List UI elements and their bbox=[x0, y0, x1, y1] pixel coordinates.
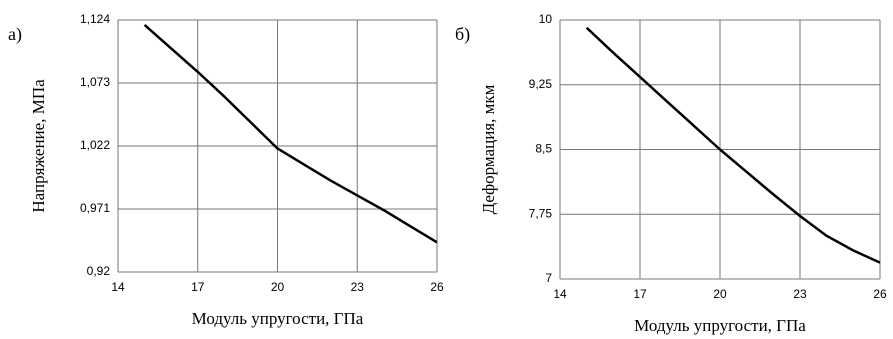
x-axis-title: Модуль упругости, ГПа bbox=[634, 316, 806, 335]
y-axis-title: Напряжение, МПа bbox=[29, 79, 48, 213]
x-tick-label: 26 bbox=[430, 280, 444, 294]
x-tick-label: 23 bbox=[351, 280, 365, 294]
x-axis-title: Модуль упругости, ГПа bbox=[192, 309, 364, 328]
x-tick-label: 20 bbox=[713, 287, 727, 301]
x-tick-label: 23 bbox=[793, 287, 807, 301]
x-tick-label: 14 bbox=[111, 280, 125, 294]
y-tick-label: 1,124 bbox=[80, 12, 110, 26]
x-tick-label: 17 bbox=[633, 287, 647, 301]
y-axis-title: Деформация, мкм bbox=[479, 84, 498, 214]
chart: б) 7 7,75 8,5 9,25 10 14 17 20 23 26 Модуль упругос… bbox=[455, 12, 887, 335]
y-tick-label: 1,022 bbox=[80, 138, 110, 152]
y-tick-label: 7,75 bbox=[529, 206, 553, 220]
line-series bbox=[143, 24, 438, 244]
y-tick-label: 7 bbox=[545, 271, 552, 285]
y-tick-label: 0,971 bbox=[80, 201, 110, 215]
panel-label: а) bbox=[8, 24, 22, 45]
y-tick-label: 0,92 bbox=[87, 264, 111, 278]
x-tick-label: 14 bbox=[553, 287, 567, 301]
x-tick-label: 17 bbox=[191, 280, 205, 294]
line-series bbox=[585, 26, 881, 264]
chart: а) 0,92 0,971 1,022 1,073 1,124 14 17 20 23 26 Моду… bbox=[8, 12, 444, 328]
x-tick-label: 20 bbox=[271, 280, 285, 294]
y-tick-label: 10 bbox=[539, 12, 553, 26]
x-tick-label: 26 bbox=[873, 287, 887, 301]
y-tick-label: 1,073 bbox=[80, 75, 110, 89]
y-tick-label: 8,5 bbox=[535, 142, 552, 156]
panel-label: б) bbox=[455, 24, 470, 45]
y-tick-label: 9,25 bbox=[529, 77, 553, 91]
